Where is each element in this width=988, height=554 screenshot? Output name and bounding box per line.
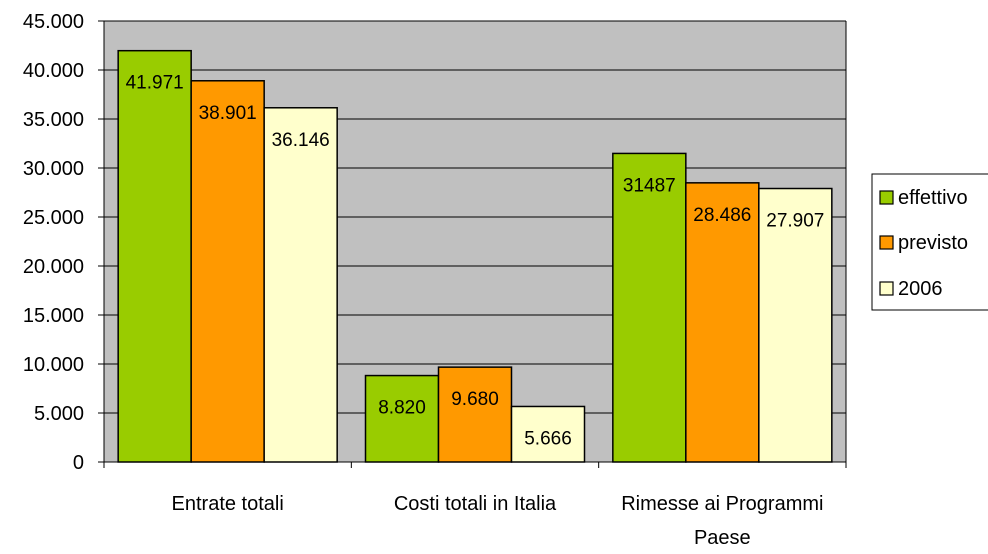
y-tick-label: 30.000	[23, 158, 84, 180]
legend-label-effettivo: effettivo	[898, 187, 968, 209]
category-label-3: Paese	[694, 527, 751, 549]
data-label-previsto-2: 9.680	[451, 389, 499, 410]
data-label-2006-1: 36.146	[272, 130, 330, 151]
category-label-3: Rimesse ai Programmi	[621, 493, 823, 515]
legend-swatch-effettivo	[879, 190, 894, 205]
y-tick-label: 45.000	[23, 11, 84, 33]
y-tick-label: 20.000	[23, 256, 84, 278]
legend-swatch-previsto	[879, 235, 894, 250]
data-label-previsto-3: 28.486	[693, 205, 751, 226]
data-label-2006-3: 27.907	[766, 211, 824, 232]
bar-2006-1	[263, 107, 338, 463]
y-tick-label: 15.000	[23, 305, 84, 327]
y-axis-ticks: 0 5.000 10.000 15.000 20.000 25.000 30.000 35.0…	[23, 11, 104, 474]
y-tick-label: 25.000	[23, 207, 84, 229]
bar-previsto-2	[437, 366, 513, 463]
x-axis-labels: Entrate totali Costi totali in Italia Rime…	[172, 493, 824, 549]
category-label-1: Entrate totali	[172, 493, 284, 515]
axes	[103, 20, 847, 468]
bar-2006-2	[510, 405, 586, 463]
bar-effettivo-2	[364, 374, 440, 463]
y-tick-label: 40.000	[23, 60, 84, 82]
data-label-2006-2: 5.666	[524, 428, 572, 449]
bar-effettivo-1	[117, 49, 192, 463]
data-label-effettivo-3: 31487	[623, 175, 676, 196]
legend-swatch-2006	[879, 281, 894, 296]
y-tick-label: 10.000	[23, 354, 84, 376]
legend: effettivo previsto 2006	[871, 173, 988, 311]
legend-label-2006: 2006	[898, 278, 943, 300]
data-label-effettivo-1: 41.971	[126, 73, 184, 94]
y-tick-label: 35.000	[23, 109, 84, 131]
category-label-2: Costi totali in Italia	[394, 493, 557, 515]
y-tick-label: 0	[73, 452, 84, 474]
bars: 41.971 38.901 36.146 8.820 9.680 5.666 31487 28…	[117, 49, 833, 463]
bar-previsto-3	[685, 182, 760, 463]
bar-previsto-1	[190, 80, 265, 463]
data-label-previsto-1: 38.901	[199, 103, 257, 124]
y-tick-label: 5.000	[34, 403, 84, 425]
data-label-effettivo-2: 8.820	[378, 398, 426, 419]
legend-label-previsto: previsto	[898, 232, 968, 254]
bar-effettivo-3	[612, 152, 687, 463]
